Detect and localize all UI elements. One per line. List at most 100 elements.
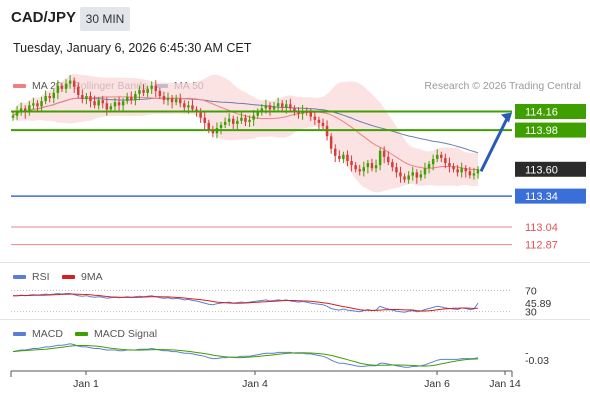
candle-body: [44, 96, 47, 102]
timeframe-button[interactable]: 30 MIN: [80, 7, 130, 31]
candle-body: [374, 165, 378, 169]
candle-body: [146, 88, 149, 93]
candle-body: [19, 108, 23, 111]
candle-body: [354, 165, 357, 170]
rsi-ma-line: [13, 293, 479, 312]
candle-body: [89, 96, 92, 102]
candle-body: [321, 122, 325, 126]
candle-body: [440, 154, 443, 158]
resistance-tag: [515, 104, 586, 120]
candle-body: [223, 121, 227, 125]
candle-body: [191, 105, 194, 110]
candle-body: [260, 108, 264, 112]
rsi-value: 45.89: [525, 298, 551, 310]
candle-body: [276, 103, 280, 107]
candle-body: [313, 116, 317, 120]
candle-body: [419, 174, 423, 178]
candle-body: [11, 115, 15, 118]
candle-body: [203, 117, 206, 123]
candle-body: [456, 169, 459, 173]
candle-body: [346, 154, 349, 161]
forecast-arrow-head: [501, 112, 512, 123]
candle-body: [423, 168, 427, 175]
candle-body: [329, 136, 333, 149]
candle-body: [174, 99, 178, 103]
candle-body: [342, 154, 345, 159]
candle-body: [427, 164, 431, 169]
candle-body: [52, 92, 55, 99]
candle-body: [378, 150, 382, 166]
candle-body: [382, 150, 386, 157]
candle-body: [227, 118, 231, 122]
candle-body: [77, 86, 80, 95]
candle-body: [24, 108, 27, 113]
candle-body: [179, 99, 182, 104]
x-tick-label: Jan 14: [489, 378, 521, 390]
candle-body: [476, 169, 480, 174]
candle-body: [117, 102, 121, 106]
last-price-label: 113.60: [525, 164, 558, 176]
candle-body: [170, 98, 174, 103]
candle-body: [134, 94, 137, 101]
candle-body: [101, 100, 104, 104]
candle-body: [281, 103, 284, 108]
candle-body: [81, 95, 84, 100]
macd-value: -0.03: [525, 355, 549, 367]
candle-body: [362, 167, 365, 172]
legend-rsi-ma: 9MA: [62, 271, 103, 283]
candle-body: [350, 161, 353, 166]
candle-body: [256, 111, 259, 116]
candle-body: [113, 102, 117, 107]
candle-body: [207, 122, 210, 131]
pivot-tag: [515, 188, 586, 204]
candle-body: [411, 172, 414, 176]
macd-signal-swatch: [75, 332, 88, 337]
candle-body: [40, 101, 43, 107]
candle-body: [460, 168, 463, 173]
candle-body: [464, 168, 467, 172]
candle-body: [452, 166, 455, 170]
candle-body: [236, 120, 239, 124]
currency-pair-title: CAD/JPY: [11, 9, 77, 26]
candle-body: [142, 89, 145, 93]
support-label: 112.87: [525, 240, 558, 252]
candle-body: [403, 176, 406, 180]
rsi-ma-swatch: [62, 275, 75, 280]
candle-body: [268, 105, 272, 110]
candle-body: [138, 89, 141, 94]
candle-body: [415, 172, 419, 178]
candle-body: [387, 156, 390, 163]
candle-body: [436, 154, 439, 159]
candle-body: [126, 97, 129, 102]
panel-divider: [0, 319, 590, 320]
x-tick-label: Jan 6: [424, 378, 450, 390]
candle-body: [97, 100, 100, 106]
legend-macd-label: MACD: [32, 328, 63, 340]
candle-body: [187, 105, 190, 108]
candle-body: [334, 148, 337, 156]
forecast-arrow-shaft: [479, 115, 510, 172]
candle-body: [448, 163, 451, 167]
macd-signal-line: [12, 345, 479, 367]
candle-body: [56, 85, 60, 93]
legend-macd-signal: MACD Signal: [75, 328, 157, 340]
resistance-label: 113.98: [525, 125, 558, 137]
candle-body: [366, 163, 370, 168]
candle-body: [60, 85, 64, 89]
candle-body: [162, 96, 166, 101]
candle-body: [395, 167, 398, 173]
pivot-label: 113.34: [525, 191, 558, 203]
macd-line: [12, 343, 479, 368]
candle-body: [407, 175, 410, 180]
candle-body: [211, 130, 215, 134]
support-label: 113.04: [525, 222, 558, 234]
candle-body: [15, 110, 19, 116]
candle-body: [154, 85, 157, 91]
candle-body: [391, 162, 394, 168]
candle-body: [219, 124, 223, 128]
candle-body: [252, 115, 255, 120]
resistance-label: 114.16: [525, 107, 558, 119]
candle-body: [431, 159, 435, 165]
